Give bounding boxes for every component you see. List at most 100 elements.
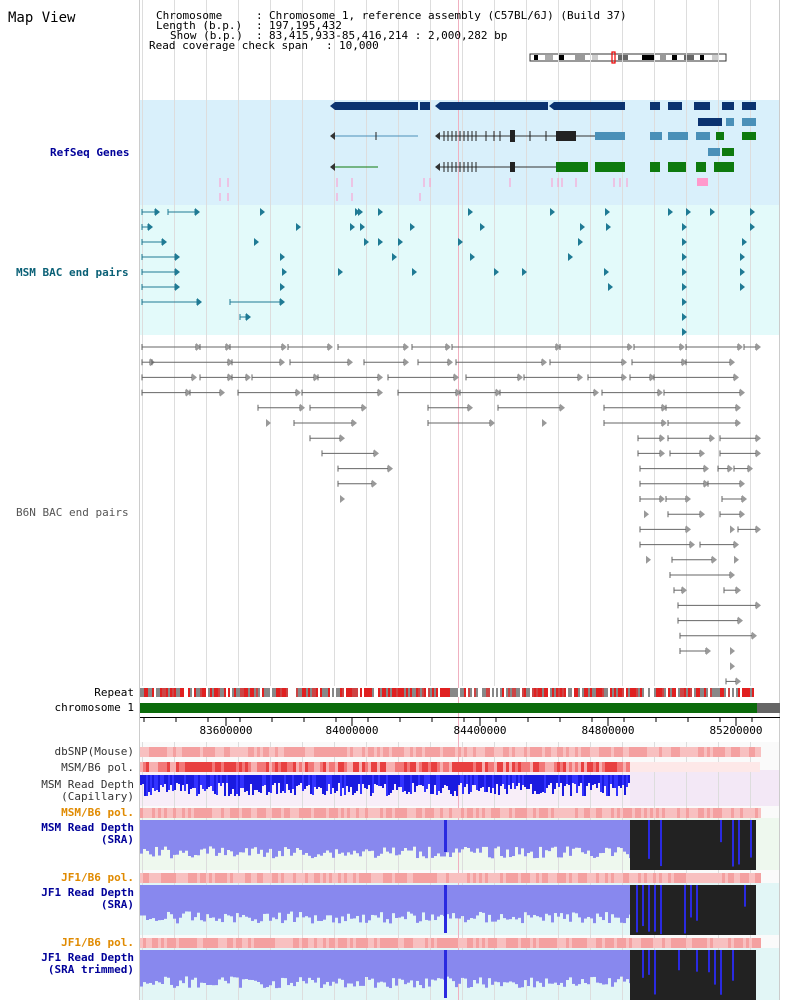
polymorphism-strip xyxy=(422,762,425,772)
polymorphism-strip xyxy=(212,938,215,948)
polymorphism-strip xyxy=(398,873,401,883)
track-label-refseq-genes[interactable]: RefSeq Genes xyxy=(50,146,130,159)
polymorphism-strip xyxy=(683,747,686,757)
polymorphism-strip xyxy=(365,873,368,883)
depth-bar xyxy=(146,885,149,920)
polymorphism-strip xyxy=(203,938,206,948)
polymorphism-strip xyxy=(668,747,671,757)
polymorphism-strip xyxy=(206,873,209,883)
polymorphism-strip xyxy=(356,873,359,883)
polymorphism-strip xyxy=(365,747,368,757)
depth-bar xyxy=(338,820,341,854)
depth-bar xyxy=(365,950,368,978)
depth-bar xyxy=(398,775,400,787)
bac-end-arrow xyxy=(468,403,473,412)
repeat-element xyxy=(724,688,726,697)
depth-bar xyxy=(326,820,329,851)
depth-bar xyxy=(466,775,468,784)
polymorphism-strip xyxy=(359,808,362,818)
polymorphism-strip xyxy=(392,762,395,772)
depth-bar xyxy=(233,885,236,923)
polymorphism-strip xyxy=(488,873,491,883)
bac-end-arrow xyxy=(756,434,761,443)
polymorphism-strip xyxy=(245,808,248,818)
polymorphism-strip xyxy=(467,873,470,883)
repeat-element xyxy=(642,688,644,697)
polymorphism-strip xyxy=(155,873,158,883)
polymorphism-strip xyxy=(728,747,731,757)
depth-bar xyxy=(503,820,506,858)
depth-bar xyxy=(527,885,530,916)
depth-bar xyxy=(185,885,188,912)
polymorphism-strip xyxy=(278,873,281,883)
depth-bar xyxy=(485,820,488,847)
repeat-element xyxy=(748,688,750,697)
track-label-b6n-bac[interactable]: B6N BAC end pairs xyxy=(16,506,129,519)
repeat-element xyxy=(560,688,562,697)
polymorphism-strip xyxy=(596,938,599,948)
bac-end-arrow xyxy=(594,388,599,397)
polymorphism-strip xyxy=(476,873,479,883)
depth-bar xyxy=(200,820,203,850)
depth-bar xyxy=(608,775,610,796)
polymorphism-strip xyxy=(284,938,287,948)
gene-exon xyxy=(554,102,625,110)
depth-bar xyxy=(528,775,530,789)
polymorphism-strip xyxy=(155,938,158,948)
repeat-element xyxy=(290,688,292,697)
repeat-element xyxy=(220,688,222,697)
polymorphism-strip xyxy=(227,762,230,772)
depth-bar xyxy=(570,775,572,796)
depth-bar xyxy=(371,950,374,979)
depth-bar xyxy=(476,885,479,916)
depth-bar xyxy=(257,950,260,982)
bac-end-arrow xyxy=(710,208,715,216)
polymorphism-strip xyxy=(683,873,686,883)
polymorphism-strip xyxy=(485,808,488,818)
track-label-msm-bac[interactable]: MSM BAC end pairs xyxy=(16,266,129,279)
polymorphism-strip xyxy=(299,762,302,772)
polymorphism-strip xyxy=(296,747,299,757)
track-label-jf1-b6-pol-2: JF1/B6 pol. xyxy=(61,936,134,949)
polymorphism-strip xyxy=(644,938,647,948)
polymorphism-strip xyxy=(383,747,386,757)
repeat-element xyxy=(276,688,278,697)
depth-bar xyxy=(401,950,404,980)
polymorphism-strip xyxy=(554,762,557,772)
polymorphism-strip xyxy=(284,808,287,818)
depth-bar xyxy=(155,950,158,982)
depth-bar xyxy=(428,820,431,847)
depth-bar xyxy=(312,775,314,795)
depth-bar xyxy=(251,885,254,921)
depth-bar xyxy=(416,820,419,859)
depth-bar xyxy=(408,775,410,792)
repeat-element xyxy=(222,688,224,697)
bac-end-arrow xyxy=(646,555,651,564)
depth-bar xyxy=(374,820,377,858)
depth-bar xyxy=(242,775,244,788)
depth-bar xyxy=(569,885,572,922)
polymorphism-strip xyxy=(437,762,440,772)
depth-bar xyxy=(258,775,260,792)
depth-bar xyxy=(388,775,390,795)
polymorphism-strip xyxy=(368,938,371,948)
bac-end-arrow xyxy=(392,253,397,261)
repeat-element xyxy=(228,688,230,697)
repeat-element xyxy=(212,688,214,697)
polymorphism-strip xyxy=(428,762,431,772)
polymorphism-strip xyxy=(413,808,416,818)
bac-end-arrow xyxy=(254,238,259,246)
bac-end-arrow xyxy=(660,434,665,443)
depth-bar xyxy=(308,950,311,978)
depth-bar xyxy=(509,885,512,920)
polymorphism-strip xyxy=(215,938,218,948)
polymorphism-strip xyxy=(239,747,242,757)
depth-bar xyxy=(352,775,354,795)
polymorphism-strip xyxy=(392,808,395,818)
polymorphism-strip xyxy=(314,808,317,818)
depth-bar xyxy=(551,950,554,984)
polymorphism-strip xyxy=(743,808,746,818)
depth-bar xyxy=(380,820,383,854)
polymorphism-strip xyxy=(383,762,386,772)
